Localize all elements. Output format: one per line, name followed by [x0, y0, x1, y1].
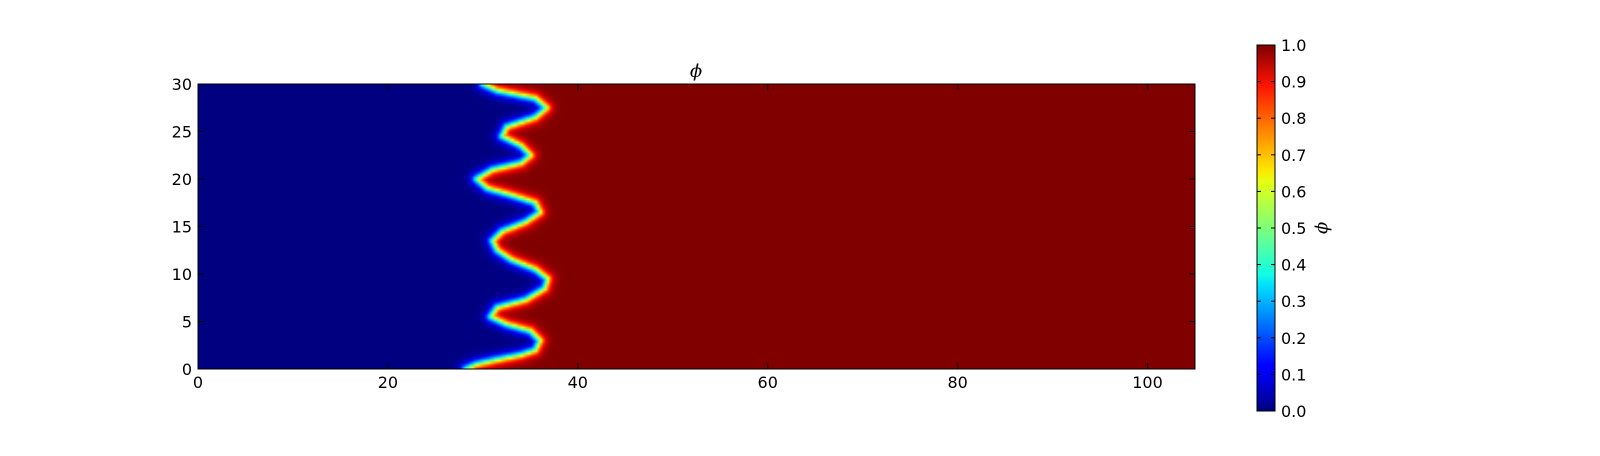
colorbar-tick-label: 0.5 — [1281, 219, 1306, 238]
y-tick-label: 30 — [172, 75, 192, 94]
colorbar-ticks: 0.0 0.1 0.2 0.3 0.4 0.5 0.6 0.7 0.8 0.9 1.0 — [1257, 36, 1306, 421]
chart-title: ϕ — [690, 61, 702, 82]
y-tick-label: 0 — [182, 360, 192, 379]
colorbar-tick-label: 0.3 — [1281, 292, 1306, 311]
x-tick-label: 60 — [758, 373, 778, 392]
x-tick-label: 40 — [568, 373, 588, 392]
heatmap-plot-area — [197, 83, 1196, 370]
colorbar-tick-label: 0.6 — [1281, 182, 1306, 201]
colorbar-tick-label: 0.9 — [1281, 73, 1306, 92]
y-axis: 0 5 10 15 20 25 30 — [172, 75, 1195, 379]
x-tick-label: 100 — [1132, 373, 1163, 392]
colorbar-tick-label: 0.4 — [1281, 256, 1306, 275]
colorbar: 0.0 0.1 0.2 0.3 0.4 0.5 0.6 0.7 0.8 0.9 1.0 ϕ — [1256, 36, 1334, 421]
x-tick-label: 0 — [193, 373, 203, 392]
y-tick-label: 5 — [182, 313, 192, 332]
colorbar-tick-label: 0.0 — [1281, 402, 1306, 421]
y-tick-label: 15 — [172, 218, 192, 237]
colorbar-tick-label: 0.2 — [1281, 329, 1306, 348]
y-tick-label: 20 — [172, 170, 192, 189]
colorbar-tick-label: 0.1 — [1281, 365, 1306, 384]
y-tick-label: 25 — [172, 123, 192, 142]
x-axis: 0 20 40 60 80 100 — [193, 84, 1163, 392]
x-tick-label: 20 — [378, 373, 398, 392]
colorbar-tick-label: 1.0 — [1281, 36, 1306, 55]
colorbar-label: ϕ — [1313, 222, 1334, 234]
y-tick-label: 10 — [172, 265, 192, 284]
colorbar-tick-label: 0.8 — [1281, 109, 1306, 128]
x-tick-label: 80 — [947, 373, 967, 392]
heatmap-image — [198, 84, 1195, 369]
colorbar-tick-label: 0.7 — [1281, 146, 1306, 165]
